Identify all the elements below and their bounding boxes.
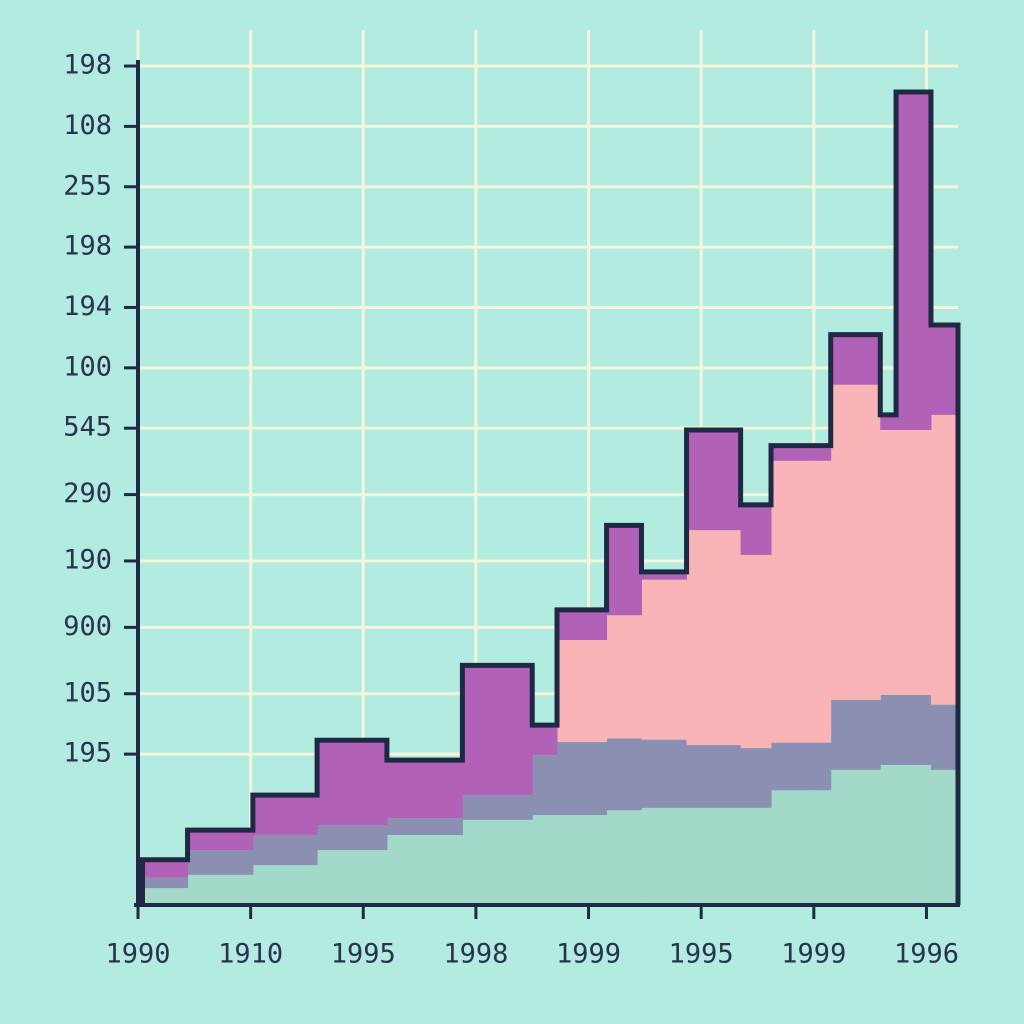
area-segment	[386, 834, 463, 905]
area-segment	[830, 769, 881, 905]
area-segment	[930, 769, 959, 905]
area-segment	[187, 850, 254, 875]
area-segment	[686, 745, 742, 808]
area-segment	[740, 748, 772, 808]
x-tick-label: 1999	[556, 939, 621, 970]
y-tick-label: 545	[63, 412, 112, 443]
area-segment	[880, 764, 897, 905]
x-tick-label: 1910	[218, 939, 283, 970]
area-segment	[462, 665, 533, 796]
x-tick-label: 1995	[669, 939, 734, 970]
area-segment	[532, 725, 558, 756]
area-segment	[641, 807, 688, 905]
x-tick-label: 1995	[331, 939, 396, 970]
plot-area	[140, 89, 961, 905]
area-segment	[462, 819, 533, 905]
area-segment	[771, 445, 832, 461]
stack-outline	[140, 89, 961, 905]
area-segment	[252, 834, 318, 866]
area-segment	[317, 825, 388, 851]
area-segment	[532, 755, 558, 816]
area-segment	[686, 807, 742, 905]
area-segment	[880, 429, 897, 695]
area-segment	[641, 739, 688, 808]
area-segment	[142, 877, 189, 889]
area-segment	[606, 810, 642, 905]
area-segment	[606, 525, 642, 616]
area-segment	[532, 815, 558, 905]
area-segment	[606, 615, 642, 739]
area-segment	[557, 742, 608, 816]
area-segment	[187, 874, 254, 905]
area-segment	[557, 815, 608, 905]
area-segment	[771, 742, 832, 791]
area-segment	[930, 324, 959, 415]
area-segment	[740, 504, 772, 555]
area-segment	[641, 579, 688, 740]
axes: 195 105 900 190 290 545 100 194 198 255 108 198 1990…	[63, 50, 960, 970]
area-segment	[896, 764, 932, 905]
area-segment	[317, 850, 388, 905]
y-tick-label: 255	[63, 170, 112, 201]
y-tick-label: 190	[63, 544, 112, 575]
x-tick-label: 1998	[443, 939, 508, 970]
area-segment	[557, 640, 608, 743]
area-segment	[641, 571, 688, 580]
area-segment	[880, 694, 897, 765]
area-segment	[386, 760, 463, 819]
area-segment	[686, 530, 742, 746]
area-segment	[686, 429, 742, 531]
area-segment	[830, 334, 881, 385]
area-segment	[462, 795, 533, 820]
area-segment	[896, 91, 932, 430]
area-segment	[142, 888, 189, 905]
area-segment	[317, 740, 388, 826]
x-tick-label: 1990	[105, 939, 170, 970]
area-segment	[880, 414, 897, 430]
area-segment	[930, 704, 959, 770]
area-segment	[386, 818, 463, 835]
area-segment	[252, 795, 318, 835]
y-tick-label: 900	[63, 611, 112, 642]
area-segment	[740, 554, 772, 749]
y-tick-label: 195	[63, 738, 112, 769]
area-segment	[557, 609, 608, 641]
y-tick-label: 108	[63, 110, 112, 141]
area-segment	[252, 865, 318, 905]
x-tick-label: 1999	[781, 939, 846, 970]
area-segment	[896, 429, 932, 695]
area-segment	[771, 790, 832, 905]
x-tick-label: 1996	[894, 939, 959, 970]
y-tick-label: 290	[63, 478, 112, 509]
y-tick-label: 198	[63, 50, 112, 81]
y-tick-label: 198	[63, 231, 112, 262]
area-segment	[830, 384, 881, 700]
area-segment	[830, 699, 881, 770]
area-segment	[187, 830, 254, 851]
area-segment	[606, 738, 642, 811]
area-segment	[142, 859, 189, 878]
area-segment	[930, 414, 959, 705]
y-tick-label: 105	[63, 677, 112, 708]
y-tick-label: 194	[63, 291, 112, 322]
area-segment	[771, 460, 832, 743]
area-segment	[740, 807, 772, 905]
y-tick-label: 100	[63, 351, 112, 382]
area-segment	[896, 694, 932, 765]
